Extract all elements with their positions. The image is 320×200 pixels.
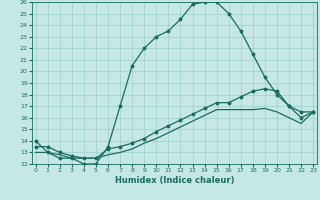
X-axis label: Humidex (Indice chaleur): Humidex (Indice chaleur) [115,176,234,185]
